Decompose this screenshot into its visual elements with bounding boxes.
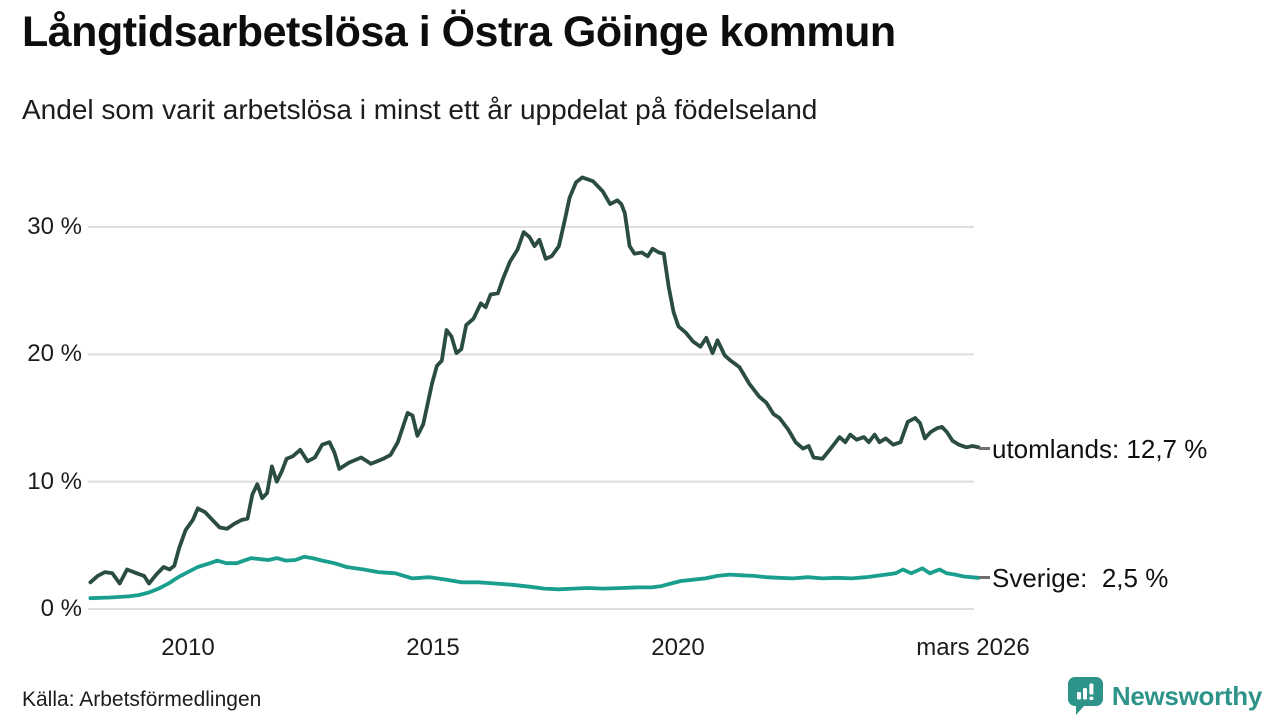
y-axis-label-0: 0 %: [40, 595, 82, 622]
sverige-label-dash-icon: [979, 576, 990, 579]
newsworthy-logo-text: Newsworthy: [1111, 680, 1262, 711]
y-axis-label-10: 10 %: [27, 468, 82, 495]
x-axis-label-2015: 2015: [406, 634, 460, 661]
x-axis-label-2020: 2020: [651, 634, 705, 661]
series-label-sverige: Sverige: 2,5 %: [992, 563, 1169, 593]
page-title: Långtidsarbetslösa i Östra Göinge kommun: [22, 8, 896, 56]
y-axis-label-20: 20 %: [27, 340, 82, 367]
series-line-utomlands: [88, 175, 981, 586]
source-text: Källa: Arbetsförmedlingen: [22, 688, 262, 711]
series-label-utomlands: utomlands: 12,7 %: [992, 434, 1208, 464]
x-axis-label-mars-2026: mars 2026: [916, 634, 1030, 661]
newsworthy-logo-icon: [1067, 677, 1103, 715]
x-axis-label-2010: 2010: [161, 634, 215, 661]
page-subtitle: Andel som varit arbetslösa i minst ett å…: [22, 94, 818, 125]
utomlands-label-dash-icon: [979, 447, 990, 450]
y-axis-label-30: 30 %: [27, 213, 82, 240]
newsworthy-logo: Newsworthy: [1067, 676, 1262, 716]
series-line-sverige: [88, 554, 981, 601]
